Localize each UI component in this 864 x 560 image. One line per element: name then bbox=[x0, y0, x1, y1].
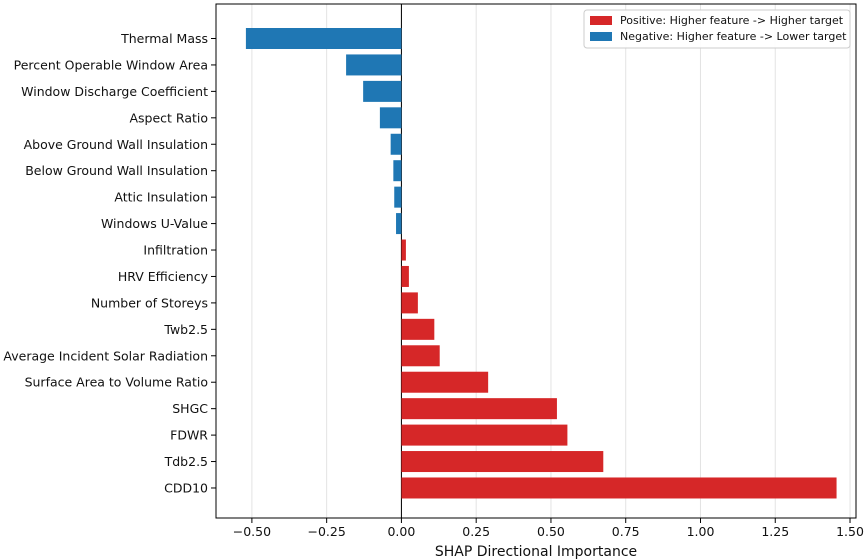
y-category-label: Tdb2.5 bbox=[164, 454, 208, 469]
x-tick-label: 1.25 bbox=[761, 524, 789, 539]
bar bbox=[401, 371, 489, 393]
y-category-label: Average Incident Solar Radiation bbox=[3, 348, 208, 363]
bar bbox=[393, 160, 402, 182]
y-category-label: Below Ground Wall Insulation bbox=[25, 163, 208, 178]
y-category-label: HRV Efficiency bbox=[118, 269, 209, 284]
x-tick-label: 0.25 bbox=[462, 524, 490, 539]
legend: Positive: Higher feature -> Higher targe… bbox=[583, 9, 851, 49]
y-category-label: Number of Storeys bbox=[91, 295, 208, 310]
bars-group bbox=[245, 28, 837, 499]
y-category-label: CDD10 bbox=[164, 480, 208, 495]
bar bbox=[401, 477, 837, 499]
bar bbox=[401, 424, 568, 446]
y-category-label: Window Discharge Coefficient bbox=[21, 84, 208, 99]
bar bbox=[379, 107, 402, 129]
legend-box bbox=[583, 9, 851, 49]
y-category-label: Surface Area to Volume Ratio bbox=[25, 375, 208, 390]
x-tick-label: 1.50 bbox=[836, 524, 864, 539]
x-tick-label: −0.50 bbox=[233, 524, 271, 539]
x-tick-label: 1.00 bbox=[687, 524, 715, 539]
y-category-label: Infiltration bbox=[143, 243, 208, 258]
y-category-label: Attic Insulation bbox=[114, 190, 208, 205]
bar bbox=[401, 318, 435, 340]
x-axis-title: SHAP Directional Importance bbox=[435, 544, 637, 560]
bar bbox=[401, 265, 409, 287]
x-tick-label: 0.75 bbox=[612, 524, 640, 539]
y-category-label: Above Ground Wall Insulation bbox=[24, 137, 208, 152]
bar bbox=[401, 398, 557, 420]
bar bbox=[390, 133, 402, 155]
plot-frame bbox=[215, 3, 857, 519]
bar bbox=[401, 292, 418, 314]
bar bbox=[394, 186, 402, 208]
legend-label: Negative: Higher feature -> Lower target bbox=[620, 30, 847, 43]
x-tick-label: −0.25 bbox=[307, 524, 345, 539]
legend-label: Positive: Higher feature -> Higher targe… bbox=[620, 14, 844, 27]
bar bbox=[401, 239, 406, 261]
y-axis-category-labels: Thermal Mass Percent Operable Window Area… bbox=[3, 31, 216, 495]
y-category-label: Percent Operable Window Area bbox=[14, 57, 208, 72]
x-tick-label: 0.00 bbox=[387, 524, 415, 539]
legend-swatch bbox=[590, 16, 612, 25]
bar bbox=[363, 80, 402, 102]
bar bbox=[346, 54, 402, 76]
bar bbox=[401, 451, 604, 473]
bar bbox=[401, 345, 440, 367]
y-category-label: Windows U-Value bbox=[101, 216, 208, 231]
x-axis-ticks: −0.50 −0.25 0.00 0.25 0.50 0.75 1.00 1.25 1.50 bbox=[233, 518, 864, 539]
bar bbox=[396, 213, 402, 235]
bar bbox=[245, 28, 402, 49]
x-tick-label: 0.50 bbox=[537, 524, 565, 539]
y-category-label: FDWR bbox=[170, 428, 208, 443]
y-category-label: Thermal Mass bbox=[120, 31, 208, 46]
y-category-label: Aspect Ratio bbox=[129, 110, 208, 125]
legend-swatch bbox=[590, 32, 612, 41]
y-category-label: Twb2.5 bbox=[163, 322, 208, 337]
y-category-label: SHGC bbox=[172, 401, 208, 416]
